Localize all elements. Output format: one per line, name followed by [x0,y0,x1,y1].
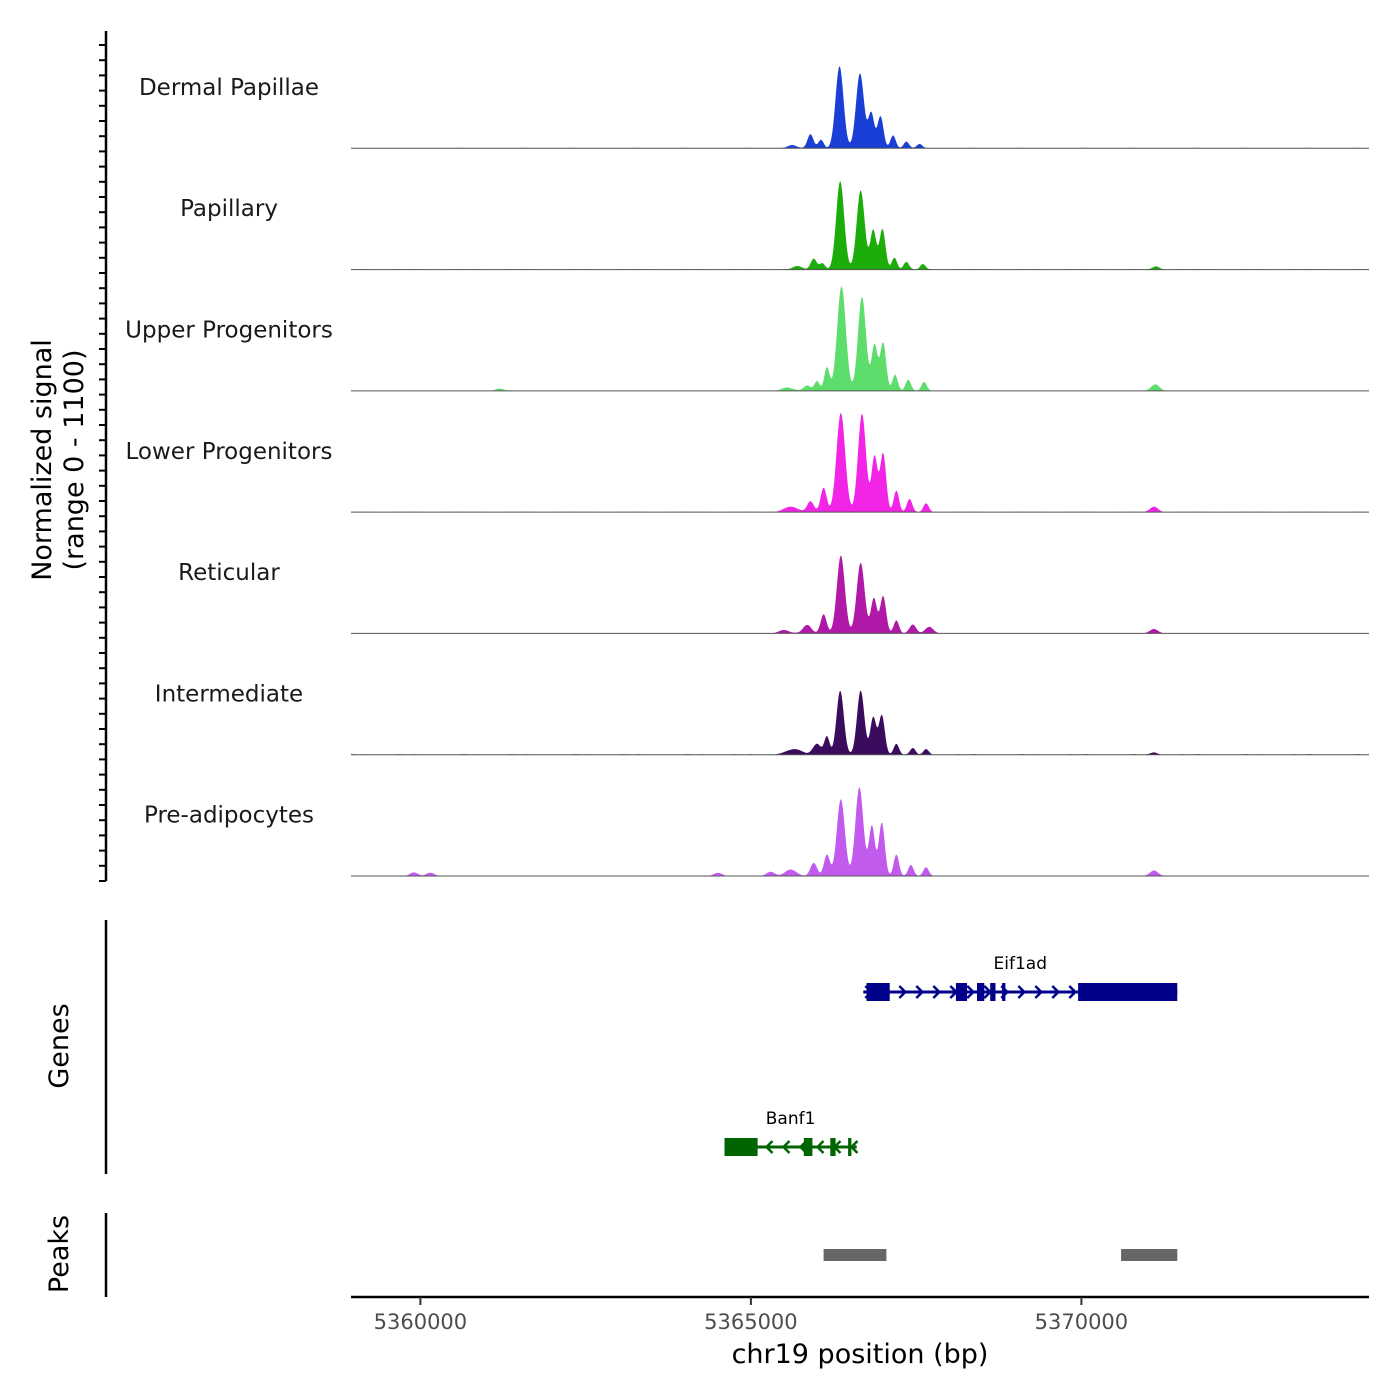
coverage-area-dermal-papillae [351,66,1369,149]
gene-exon [1002,983,1006,1001]
gene-exon [1078,983,1178,1001]
strand-chevron [849,1140,859,1154]
strand-chevron [815,1140,825,1154]
coverage-y-axis [99,31,108,882]
genes-axis-title: Genes [44,1003,75,1088]
track-dermal-papillae: Dermal Papillae [139,66,1369,149]
coverage-area-reticular [351,555,1369,634]
x-tick-label: 5360000 [374,1310,468,1334]
track-upper-progenitors: Upper Progenitors [125,286,1369,392]
coverage-area-intermediate [351,690,1369,755]
track-label-reticular: Reticular [178,560,280,586]
gene-exon [803,1138,813,1156]
gene-label-banf1: Banf1 [766,1109,816,1129]
strand-chevron [932,985,942,999]
strand-chevron [966,985,976,999]
peak-region [823,1249,887,1261]
x-axis-ticks: 5360000 5365000 5370000 [374,1297,1129,1334]
coverage-tracks: Dermal Papillae Papillary Upper Progenitor… [125,66,1369,877]
coverage-y-axis-title-line1: Normalized signal [27,339,58,581]
track-label-dermal-papillae: Dermal Papillae [139,75,319,101]
track-papillary: Papillary [180,181,1369,271]
strand-chevron [915,985,925,999]
strand-chevron [764,1140,774,1154]
track-label-papillary: Papillary [180,196,278,222]
track-label-pre-adipocytes: Pre-adipocytes [144,803,314,829]
peaks-axis-title: Peaks [44,1215,75,1293]
strand-chevron [1034,985,1044,999]
gene-exon [955,983,968,1001]
gene-exon [977,983,985,1001]
strand-chevron [1068,985,1078,999]
gene-exon [848,1138,852,1156]
track-pre-adipocytes: Pre-adipocytes [144,787,1369,877]
x-axis-title: chr19 position (bp) [732,1339,989,1370]
track-label-intermediate: Intermediate [155,681,303,707]
gene-exon [724,1138,758,1156]
track-reticular: Reticular [178,555,1369,634]
gene-exon [830,1138,836,1156]
gene-exon [866,983,890,1001]
gene-annotations: Eif1ad Banf1 [724,954,1178,1156]
coverage-area-pre-adipocytes [351,787,1369,876]
strand-chevron [898,985,908,999]
coverage-area-lower-progenitors [351,412,1369,513]
coverage-area-papillary [351,181,1369,270]
gene-label-eif1ad: Eif1ad [994,954,1047,974]
track-lower-progenitors: Lower Progenitors [126,412,1369,513]
gene-banf1: Banf1 [724,1109,859,1156]
coverage-y-axis-title-line2: (range 0 - 1100) [59,350,90,571]
x-tick-label: 5370000 [1035,1310,1129,1334]
coverage-area-upper-progenitors [351,286,1369,391]
track-label-upper-progenitors: Upper Progenitors [125,318,333,344]
gene-eif1ad: Eif1ad [863,954,1178,1001]
track-intermediate: Intermediate [155,681,1369,756]
peak-regions [823,1249,1178,1261]
strand-chevron [1017,985,1027,999]
gene-exon [990,983,996,1001]
x-tick-label: 5365000 [704,1310,798,1334]
strand-chevron [1051,985,1061,999]
strand-chevron [781,1140,791,1154]
peak-region [1121,1249,1178,1261]
track-label-lower-progenitors: Lower Progenitors [126,439,333,465]
